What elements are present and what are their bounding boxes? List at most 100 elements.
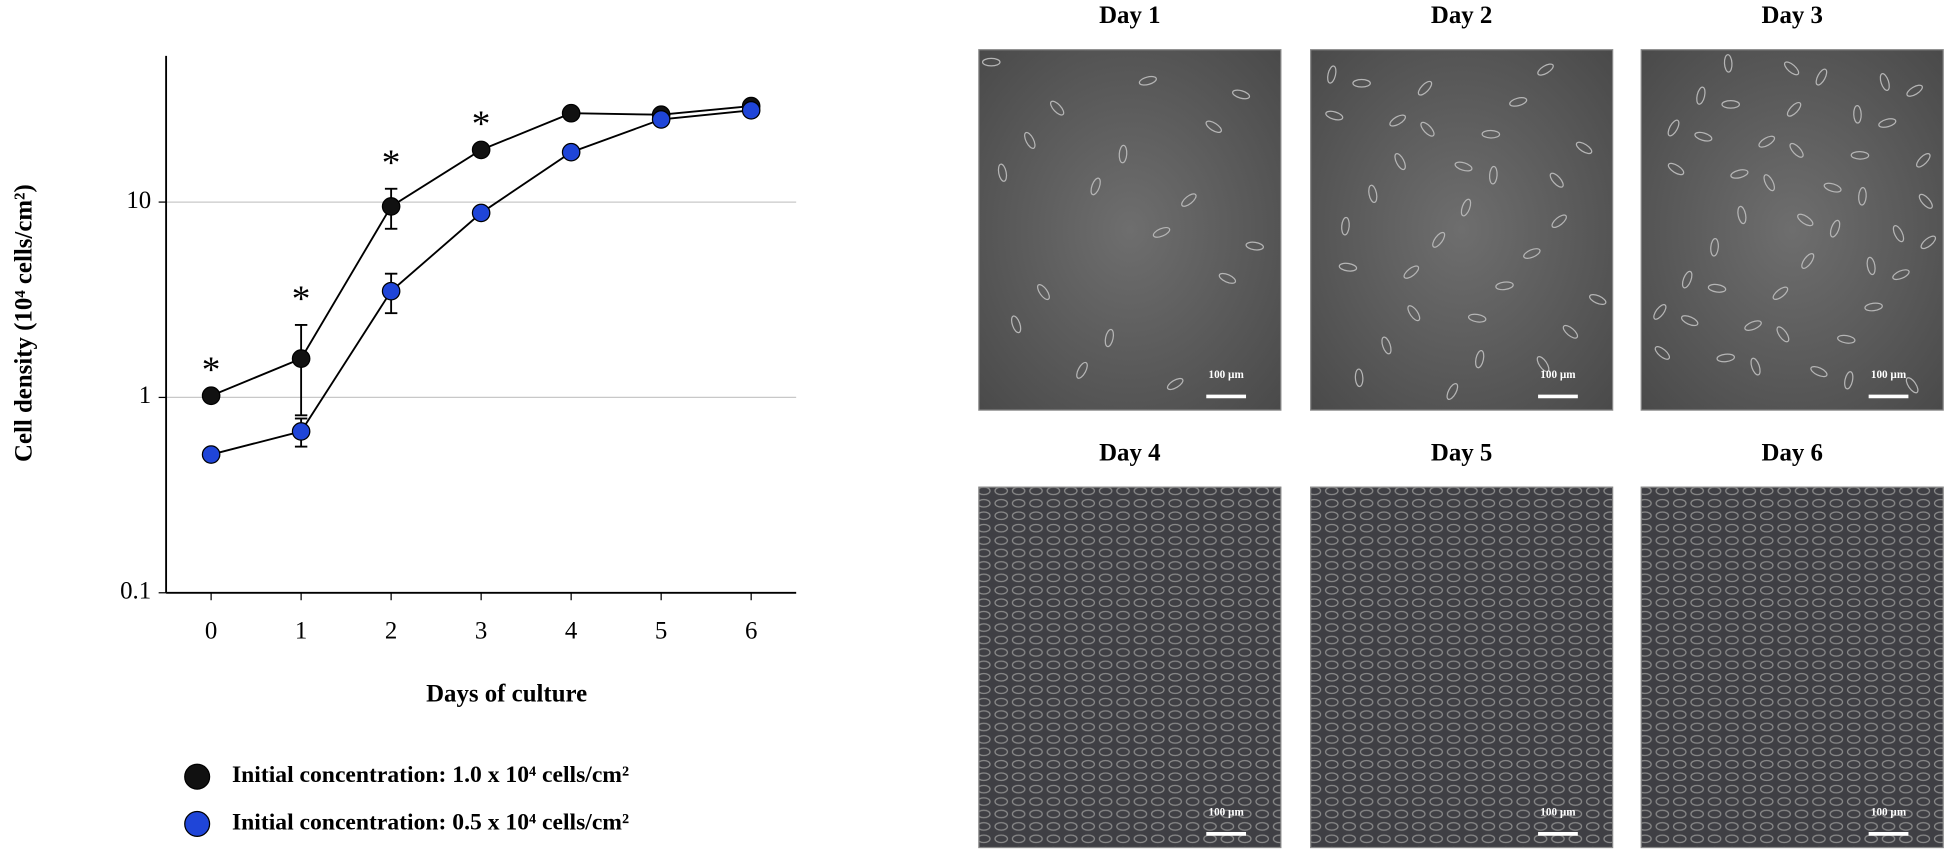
cell bbox=[1037, 283, 1050, 301]
scale-bar-label: 100 µm bbox=[1540, 369, 1576, 381]
cell bbox=[1152, 226, 1171, 238]
cell bbox=[1823, 182, 1842, 193]
cell bbox=[1892, 269, 1910, 281]
cell bbox=[1138, 75, 1157, 86]
cell bbox=[1866, 256, 1876, 276]
cell bbox=[1710, 238, 1719, 257]
cell bbox=[1853, 105, 1862, 124]
data-point bbox=[561, 142, 581, 162]
significance-marker: * bbox=[472, 104, 491, 145]
cell bbox=[1389, 114, 1407, 127]
data-point bbox=[651, 110, 671, 129]
cell bbox=[1218, 272, 1237, 284]
cell bbox=[1696, 86, 1706, 105]
cell bbox=[1537, 63, 1554, 76]
data-point bbox=[381, 281, 401, 301]
cell bbox=[1166, 377, 1184, 391]
cell bbox=[1763, 174, 1776, 192]
cell bbox=[1850, 150, 1870, 160]
cell bbox=[1341, 216, 1350, 236]
cell bbox=[1338, 262, 1358, 272]
cell bbox=[1864, 302, 1883, 312]
cell bbox=[1772, 286, 1789, 301]
cell bbox=[1352, 78, 1371, 88]
data-point bbox=[291, 349, 311, 368]
cell bbox=[1750, 357, 1761, 376]
cell bbox=[1589, 293, 1607, 306]
cell bbox=[1789, 142, 1804, 158]
cell bbox=[997, 163, 1008, 182]
cell bbox=[1681, 270, 1693, 289]
scale-bar-label: 100 µm bbox=[1209, 806, 1245, 818]
cell bbox=[1432, 231, 1446, 248]
cell bbox=[981, 57, 1001, 67]
cell bbox=[1829, 219, 1841, 238]
cell bbox=[1495, 281, 1514, 291]
cell bbox=[1680, 315, 1699, 327]
cell bbox=[1707, 283, 1727, 293]
x-tick-label: 0 bbox=[205, 617, 217, 644]
data-point bbox=[471, 140, 491, 160]
cell bbox=[1667, 119, 1680, 137]
error-bar bbox=[294, 324, 308, 417]
x-axis-label: Days of culture bbox=[426, 681, 587, 708]
y-tick-label: 0.1 bbox=[120, 577, 151, 604]
cell bbox=[1104, 328, 1115, 348]
cell bbox=[1844, 371, 1854, 390]
cell bbox=[1918, 193, 1933, 209]
cell bbox=[1776, 326, 1790, 343]
y-axis-label: Cell density (10⁴ cells/cm²) bbox=[10, 184, 37, 462]
cell bbox=[1723, 54, 1733, 73]
cell bbox=[1118, 144, 1128, 164]
cell bbox=[1858, 187, 1867, 206]
panel-title: Day 4 bbox=[1099, 440, 1160, 467]
data-point bbox=[471, 203, 491, 223]
cell bbox=[1232, 89, 1251, 100]
cell bbox=[1810, 365, 1828, 378]
cell bbox=[1916, 152, 1931, 168]
data-point bbox=[291, 422, 311, 441]
panel-title: Day 3 bbox=[1762, 2, 1823, 29]
micrograph bbox=[1310, 486, 1614, 849]
cell bbox=[1354, 368, 1364, 388]
cell bbox=[1245, 241, 1264, 251]
cell bbox=[1325, 110, 1344, 121]
scale-bar-label: 100 µm bbox=[1871, 369, 1907, 381]
micrograph bbox=[1310, 49, 1614, 411]
data-point bbox=[201, 445, 221, 464]
panel-title: Day 1 bbox=[1099, 2, 1160, 29]
cell bbox=[1454, 161, 1473, 172]
micrograph bbox=[1640, 49, 1944, 411]
data-point bbox=[381, 197, 401, 216]
data-point bbox=[201, 386, 221, 406]
cell bbox=[1467, 313, 1487, 323]
cell bbox=[1716, 353, 1736, 363]
cell bbox=[1551, 214, 1567, 229]
cell bbox=[1786, 101, 1802, 117]
cell bbox=[1536, 355, 1550, 373]
micrograph bbox=[1640, 486, 1944, 849]
cell bbox=[1878, 118, 1897, 128]
cell bbox=[1509, 97, 1528, 107]
cell bbox=[1905, 377, 1919, 394]
significance-marker: * bbox=[292, 279, 311, 320]
y-tick-label: 1 bbox=[139, 382, 151, 409]
cell bbox=[1381, 336, 1392, 355]
cell bbox=[1920, 235, 1937, 250]
y-tick-label: 10 bbox=[126, 187, 151, 214]
cell bbox=[1368, 184, 1378, 204]
cell bbox=[1837, 334, 1856, 344]
cell bbox=[1797, 213, 1814, 227]
cell bbox=[1474, 349, 1485, 369]
cell bbox=[1523, 248, 1541, 259]
scale-bar-label: 100 µm bbox=[1871, 806, 1907, 818]
cell bbox=[1090, 177, 1101, 196]
cell bbox=[1653, 304, 1667, 320]
data-point bbox=[741, 100, 761, 120]
cell bbox=[1815, 68, 1828, 86]
x-tick-label: 4 bbox=[565, 617, 578, 644]
cell bbox=[1010, 315, 1022, 334]
legend-label: Initial concentration: 0.5 x 10⁴ cells/c… bbox=[232, 809, 629, 835]
x-tick-label: 6 bbox=[745, 617, 757, 644]
